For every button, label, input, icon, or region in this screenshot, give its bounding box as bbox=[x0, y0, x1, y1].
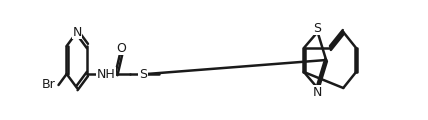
Text: O: O bbox=[117, 42, 127, 54]
Text: S: S bbox=[139, 67, 147, 81]
Text: NH: NH bbox=[97, 67, 116, 81]
Text: N: N bbox=[313, 85, 322, 99]
Text: N: N bbox=[72, 26, 82, 39]
Text: Br: Br bbox=[42, 78, 56, 91]
Text: S: S bbox=[314, 21, 321, 35]
